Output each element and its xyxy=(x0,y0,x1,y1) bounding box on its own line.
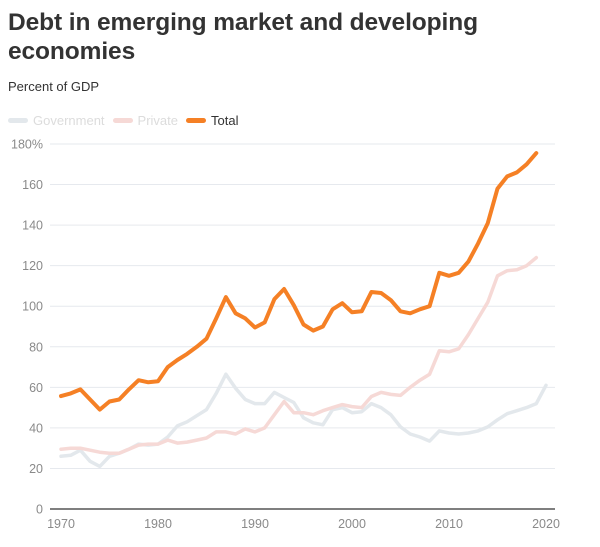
x-axis-ticks: 1970 1980 1990 2000 2010 2020 xyxy=(47,517,560,531)
y-tick-label: 100 xyxy=(22,300,43,314)
y-tick-label: 60 xyxy=(29,381,43,395)
y-axis-ticks: 0 20 40 60 80 100 120 140 160 180% xyxy=(11,138,43,517)
legend-item-government[interactable]: Government xyxy=(8,113,105,128)
legend-item-total[interactable]: Total xyxy=(186,113,238,128)
x-tick-label: 2020 xyxy=(532,517,560,531)
series-line-total[interactable] xyxy=(59,151,539,412)
y-tick-label: 40 xyxy=(29,421,43,435)
y-tick-label: 140 xyxy=(22,219,43,233)
legend-swatch-government xyxy=(8,118,28,123)
x-tick-label: 1980 xyxy=(144,517,172,531)
x-tick-label: 1990 xyxy=(241,517,269,531)
series-line-private[interactable] xyxy=(59,255,539,455)
legend-swatch-total xyxy=(186,118,207,123)
y-tick-label: 20 xyxy=(29,462,43,476)
x-tick-label: 1970 xyxy=(47,517,75,531)
legend-label-government: Government xyxy=(33,113,105,128)
x-tick-label: 2000 xyxy=(338,517,366,531)
y-tick-label: 180% xyxy=(11,138,43,152)
legend-swatch-private xyxy=(112,118,133,123)
y-tick-label: 0 xyxy=(36,503,43,517)
y-tick-label: 160 xyxy=(22,178,43,192)
grid-layer xyxy=(50,143,555,469)
y-tick-label: 80 xyxy=(29,340,43,354)
legend-label-private: Private xyxy=(137,113,179,128)
series-line-government[interactable] xyxy=(59,372,548,469)
series-layer xyxy=(59,151,548,469)
chart-title: Debt in emerging market and developing e… xyxy=(8,9,478,65)
x-tick-label: 2010 xyxy=(435,517,463,531)
legend-item-private[interactable]: Private xyxy=(112,113,179,128)
legend-label-total: Total xyxy=(211,113,239,128)
y-tick-label: 120 xyxy=(22,259,43,273)
chart-subtitle: Percent of GDP xyxy=(8,79,100,94)
chart-legend: Government Private Total xyxy=(8,113,246,128)
